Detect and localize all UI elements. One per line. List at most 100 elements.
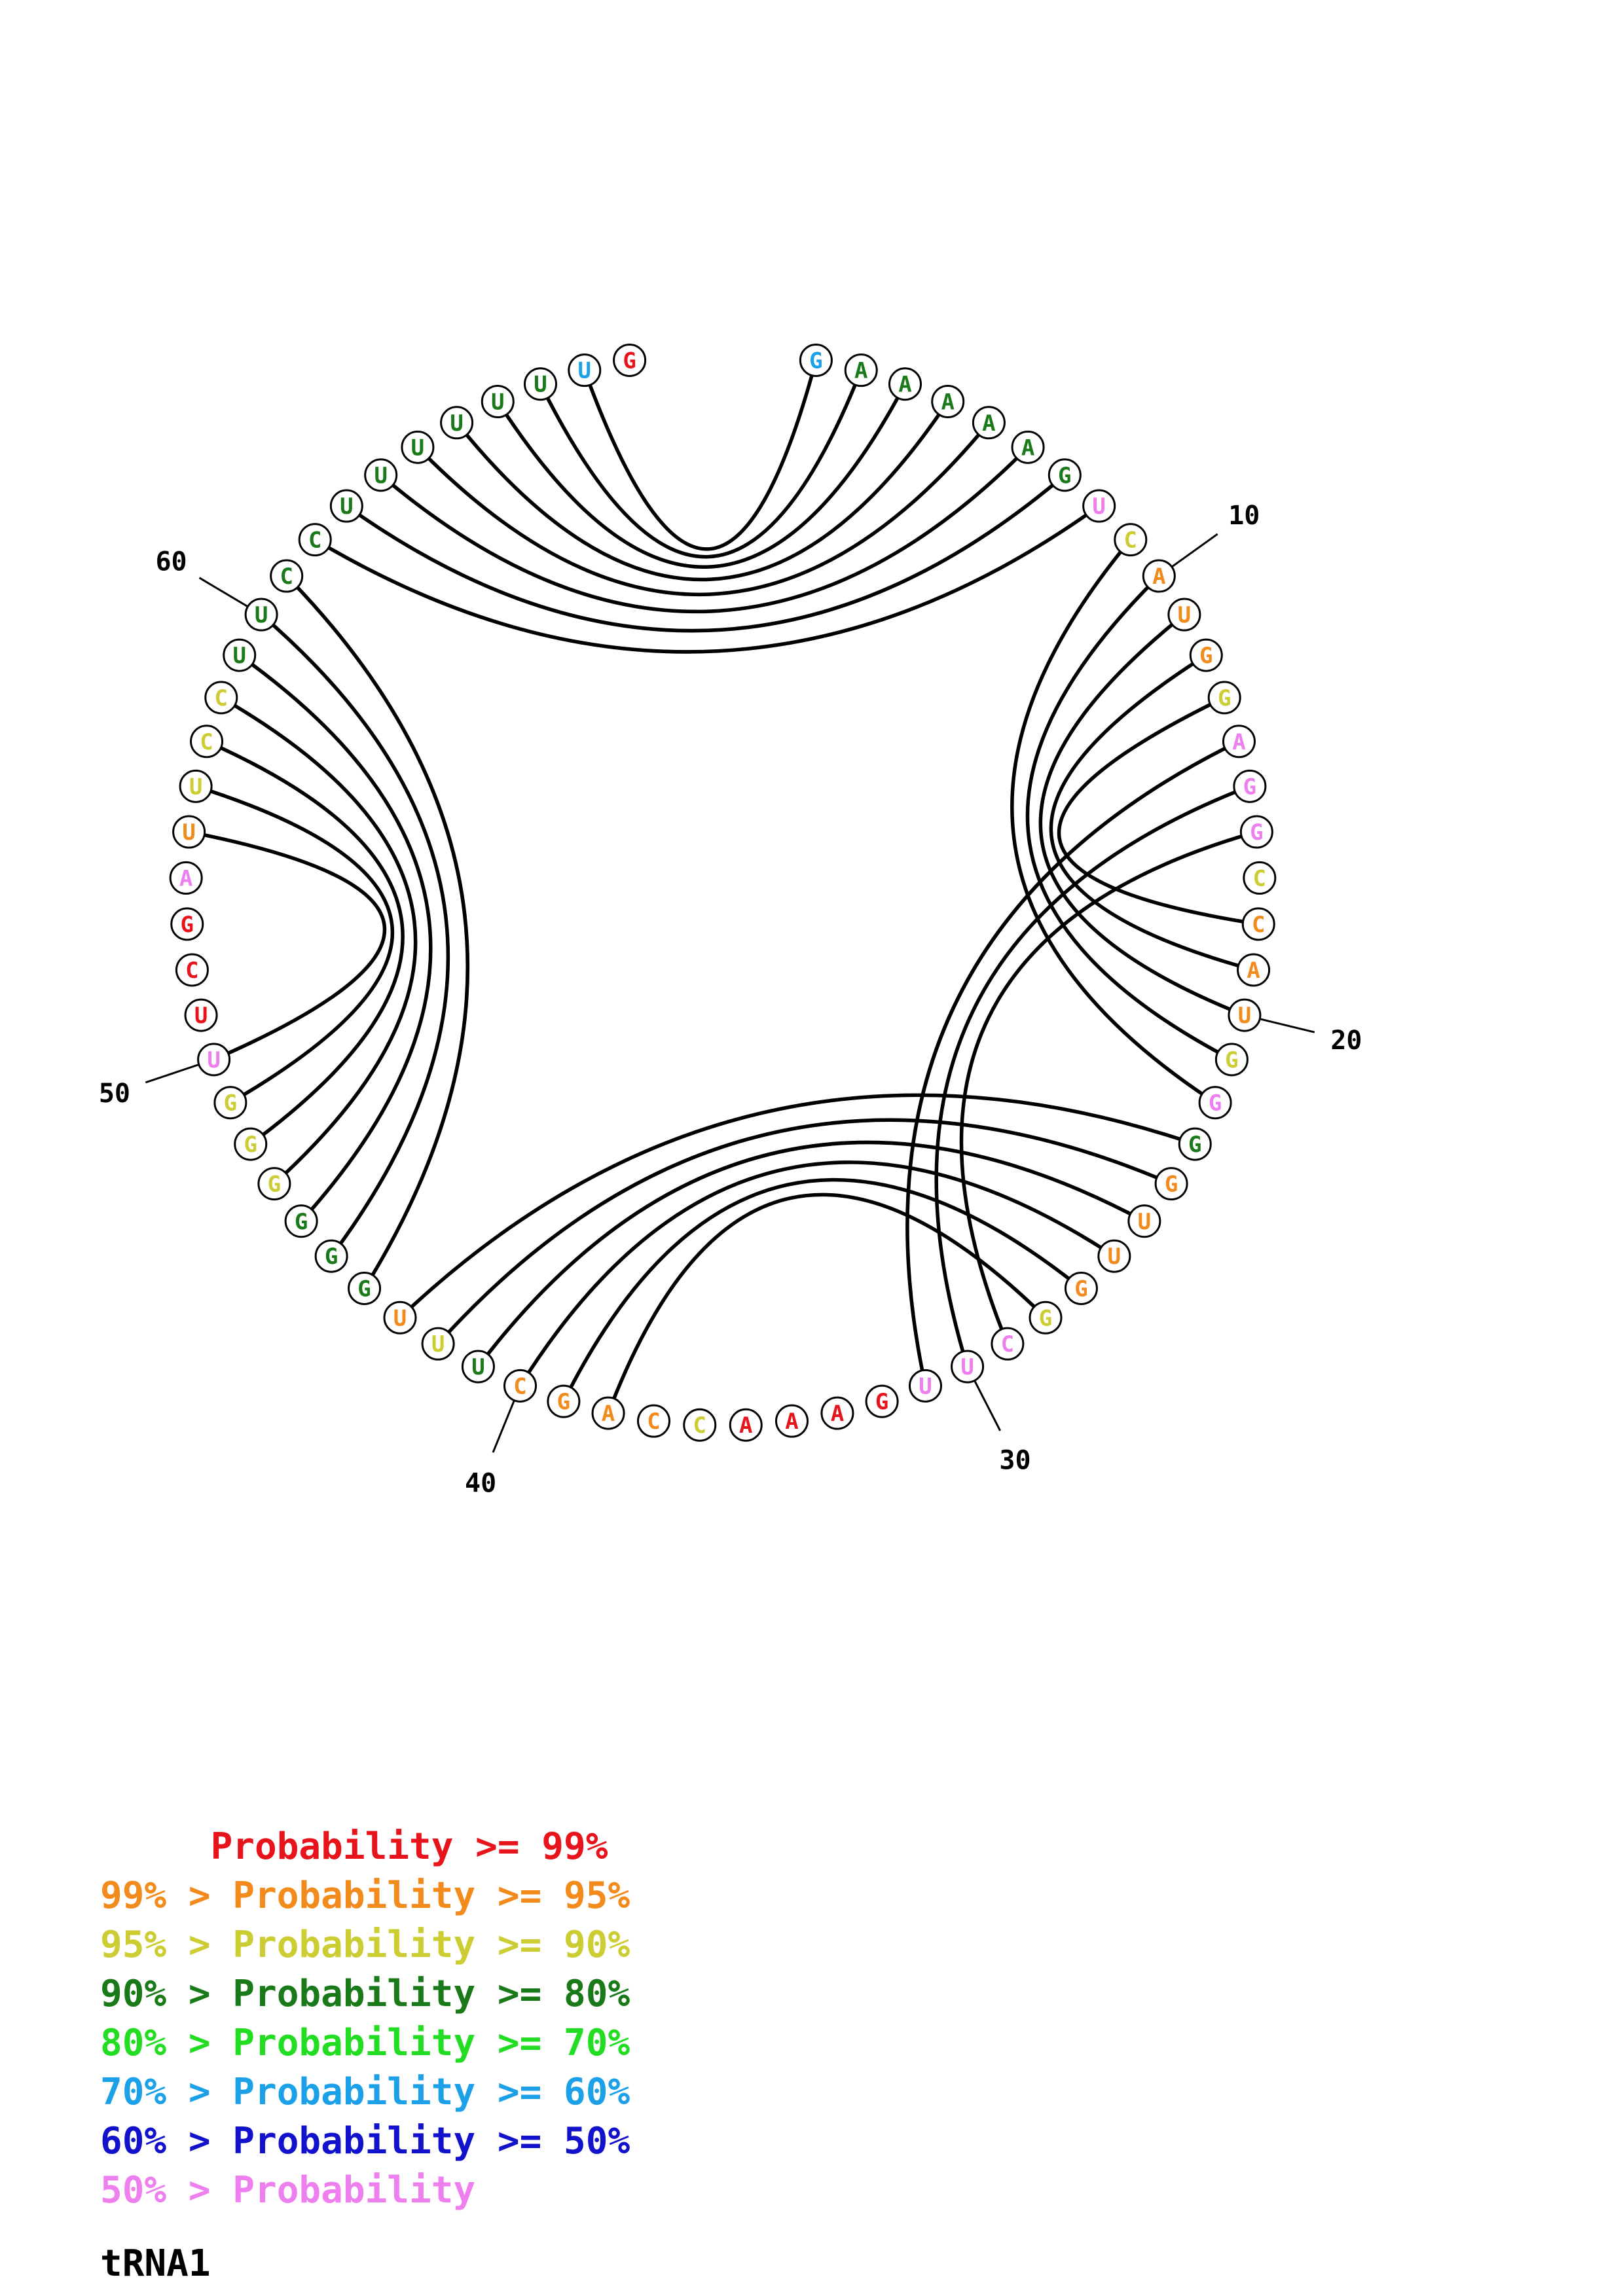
nucleotide: A [591, 1396, 625, 1430]
nucleotide-circle [591, 1396, 625, 1430]
nucleotide-circle [298, 523, 332, 557]
position-tick [145, 1064, 200, 1084]
nucleotide-base: C [1253, 865, 1266, 891]
base-pair-arc [1010, 538, 1216, 1104]
nucleotide: C [1243, 861, 1277, 895]
nucleotide-base: G [1250, 819, 1263, 846]
nucleotide-circle [972, 406, 1006, 440]
nucleotide-circle [637, 1404, 671, 1438]
nucleotide: A [972, 406, 1006, 440]
nucleotide-base: U [207, 1047, 220, 1073]
nucleotide-circle [908, 1369, 942, 1403]
nucleotide-circle [223, 638, 257, 672]
nucleotide-base: G [1165, 1172, 1178, 1198]
nucleotide-base: U [1108, 1244, 1121, 1270]
base-pair-arc [477, 1140, 1146, 1368]
legend-entry: Probability >= 99% [100, 1825, 608, 1868]
nucleotide-base: G [1243, 774, 1256, 800]
nucleotide: G [1239, 815, 1273, 849]
base-pair-arc [606, 1193, 1047, 1414]
nucleotide-base: G [224, 1090, 237, 1117]
nucleotide: G [1233, 769, 1267, 803]
nucleotide-base: U [491, 389, 504, 416]
nucleotide-circle [1114, 523, 1148, 557]
nucleotide-circle [1127, 1204, 1161, 1238]
position-ticks: 10 20 30 40 50 60 [99, 501, 1362, 1499]
nucleotide: U [401, 430, 435, 464]
nucleotide: U [383, 1300, 417, 1335]
nucleotide-base: G [1039, 1305, 1052, 1331]
nucleotide-base: U [189, 774, 202, 800]
nucleotide: C [270, 559, 304, 593]
base-pair-arc [220, 696, 418, 1185]
nucleotide-base: C [1001, 1331, 1014, 1357]
nucleotide: G [257, 1167, 291, 1201]
nucleotide-circle [401, 430, 435, 464]
nucleotide-circle [197, 1043, 231, 1077]
nucleotide-base: A [1247, 958, 1260, 984]
nucleotide-circle [820, 1396, 854, 1430]
base-pair-arc [1025, 575, 1233, 1062]
nucleotide-base: G [809, 348, 822, 374]
nucleotide-base: C [280, 564, 293, 590]
nucleotide: U [184, 998, 218, 1032]
nucleotide-circle [931, 385, 965, 419]
nucleotide-circle [169, 861, 203, 895]
nucleotide-circle [613, 343, 647, 377]
nucleotide-base: U [393, 1305, 407, 1331]
legend-entry: 99% > Probability >= 95% [100, 1874, 630, 1917]
nucleotide-circle [523, 367, 557, 401]
nucleotide-circle [348, 1271, 382, 1305]
legend-entry: 60% > Probability >= 50% [100, 2120, 630, 2162]
nucleotide: C [1114, 523, 1148, 557]
nucleotide-circle [951, 1350, 985, 1384]
base-pair-arc [285, 575, 469, 1289]
position-label: 60 [155, 547, 187, 577]
base-pair-arc [1049, 653, 1254, 972]
legend-entry: 90% > Probability >= 80% [100, 1973, 630, 2015]
nucleotide: G [865, 1384, 899, 1418]
base-pair-arc [399, 1093, 1196, 1319]
nucleotide-circle [683, 1408, 717, 1442]
nucleotide-base: G [1074, 1276, 1087, 1302]
base-pair-arc [189, 830, 387, 1062]
nucleotide: C [503, 1369, 538, 1403]
nucleotide-circle [799, 343, 833, 377]
nucleotide-circle [1011, 430, 1045, 464]
nucleotide: U [364, 458, 398, 492]
nucleotide-circle [421, 1327, 455, 1361]
nucleotide-base: C [308, 528, 321, 554]
nucleotide-base: A [785, 1408, 798, 1435]
nucleotide-circle [1064, 1271, 1098, 1305]
nucleotide-base: U [340, 493, 353, 520]
base-pair-arc [455, 400, 950, 582]
nucleotide-base: U [1238, 1003, 1251, 1029]
nucleotide-circle [729, 1408, 763, 1442]
base-pair-arc [1057, 696, 1259, 926]
nucleotide: C [298, 523, 332, 557]
nucleotide-base: G [295, 1209, 308, 1235]
nucleotide-circle [1222, 725, 1256, 759]
nucleotide: C [204, 681, 238, 715]
nucleotide: U [461, 1350, 495, 1384]
nucleotide-circle [547, 1384, 581, 1418]
nucleotide-base: A [898, 372, 911, 398]
base-pair-arc [934, 784, 1250, 1367]
nucleotide-circle [213, 1086, 247, 1120]
base-pair-arc [539, 369, 863, 559]
nucleotide-base: A [602, 1401, 615, 1427]
nucleotide-circle [461, 1350, 495, 1384]
nucleotide-base: C [185, 958, 198, 984]
position-label: 10 [1228, 501, 1260, 531]
nucleotide-base: A [941, 389, 954, 416]
base-pair-arc [1038, 613, 1245, 1017]
base-pair-arc [905, 740, 1240, 1386]
nucleotide: U [481, 385, 515, 419]
nucleotide-circle [284, 1204, 318, 1238]
nucleotide: C [991, 1327, 1025, 1361]
nucleotide: G [1189, 638, 1223, 672]
nucleotide-base: U [578, 358, 591, 384]
nucleotide: U [1167, 598, 1201, 632]
nucleotide-base: G [875, 1389, 888, 1415]
base-pair-arc [195, 784, 395, 1105]
